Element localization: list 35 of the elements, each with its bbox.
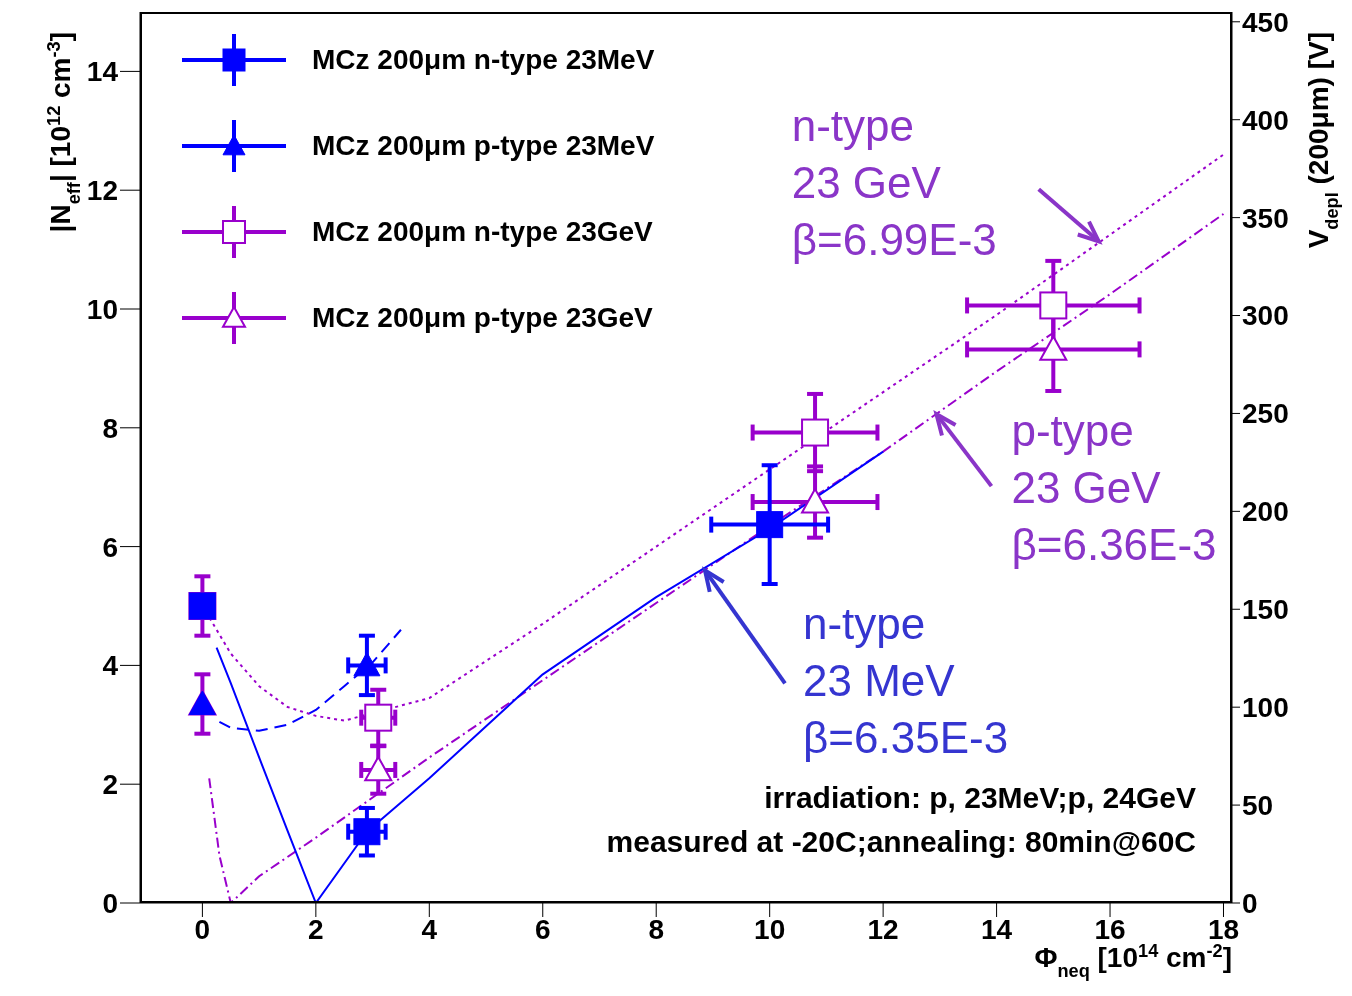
y2-tick-label: 250 bbox=[1242, 398, 1289, 430]
y-tick-label: 14 bbox=[86, 56, 119, 88]
y2-tick-label: 50 bbox=[1242, 790, 1274, 822]
annotation: measured at -20C;annealing: 80min@60C bbox=[606, 825, 1196, 858]
y-tick-label: 4 bbox=[102, 650, 119, 682]
legend-label: MCz 200μm n-type 23MeV bbox=[312, 44, 655, 76]
legend-label: MCz 200μm n-type 23GeV bbox=[312, 216, 653, 248]
annotation: irradiation: p, 23MeV;p, 24GeV bbox=[764, 781, 1196, 814]
y-tick-label: 10 bbox=[86, 293, 118, 325]
legend-label: MCz 200μm p-type 23MeV bbox=[312, 130, 655, 162]
y2-tick-label: 150 bbox=[1242, 594, 1289, 626]
annotation: n-type 23 MeV β=6.35E-3 bbox=[803, 599, 1009, 763]
x-tick-label: 14 bbox=[981, 913, 1013, 945]
y2-tick-label: 0 bbox=[1242, 887, 1258, 919]
x-tick-label: 0 bbox=[194, 913, 211, 945]
y2-tick-label: 200 bbox=[1242, 496, 1289, 528]
y-tick-label: 6 bbox=[102, 531, 118, 563]
legend-label: MCz 200μm p-type 23GeV bbox=[312, 302, 653, 334]
x-tick-label: 6 bbox=[534, 913, 551, 945]
y2-tick-label: 350 bbox=[1242, 202, 1289, 234]
y2-tick-label: 450 bbox=[1242, 6, 1289, 38]
x-tick-label: 12 bbox=[867, 913, 899, 945]
y-tick-label: 0 bbox=[102, 887, 118, 919]
x-tick-label: 10 bbox=[754, 913, 786, 945]
y-tick-label: 8 bbox=[102, 412, 118, 444]
y-tick-label: 12 bbox=[86, 175, 118, 207]
x-tick-label: 2 bbox=[308, 913, 324, 945]
y2-tick-label: 400 bbox=[1242, 104, 1289, 136]
y-tick-label: 2 bbox=[102, 769, 118, 801]
x-tick-label: 8 bbox=[648, 913, 665, 945]
x-tick-label: 4 bbox=[421, 913, 438, 945]
y2-tick-label: 300 bbox=[1242, 300, 1289, 332]
y2-tick-label: 100 bbox=[1242, 692, 1289, 724]
annotation: p-type 23 GeV β=6.36E-3 bbox=[1011, 406, 1217, 570]
annotation: n-type 23 GeV β=6.99E-3 bbox=[791, 101, 997, 265]
